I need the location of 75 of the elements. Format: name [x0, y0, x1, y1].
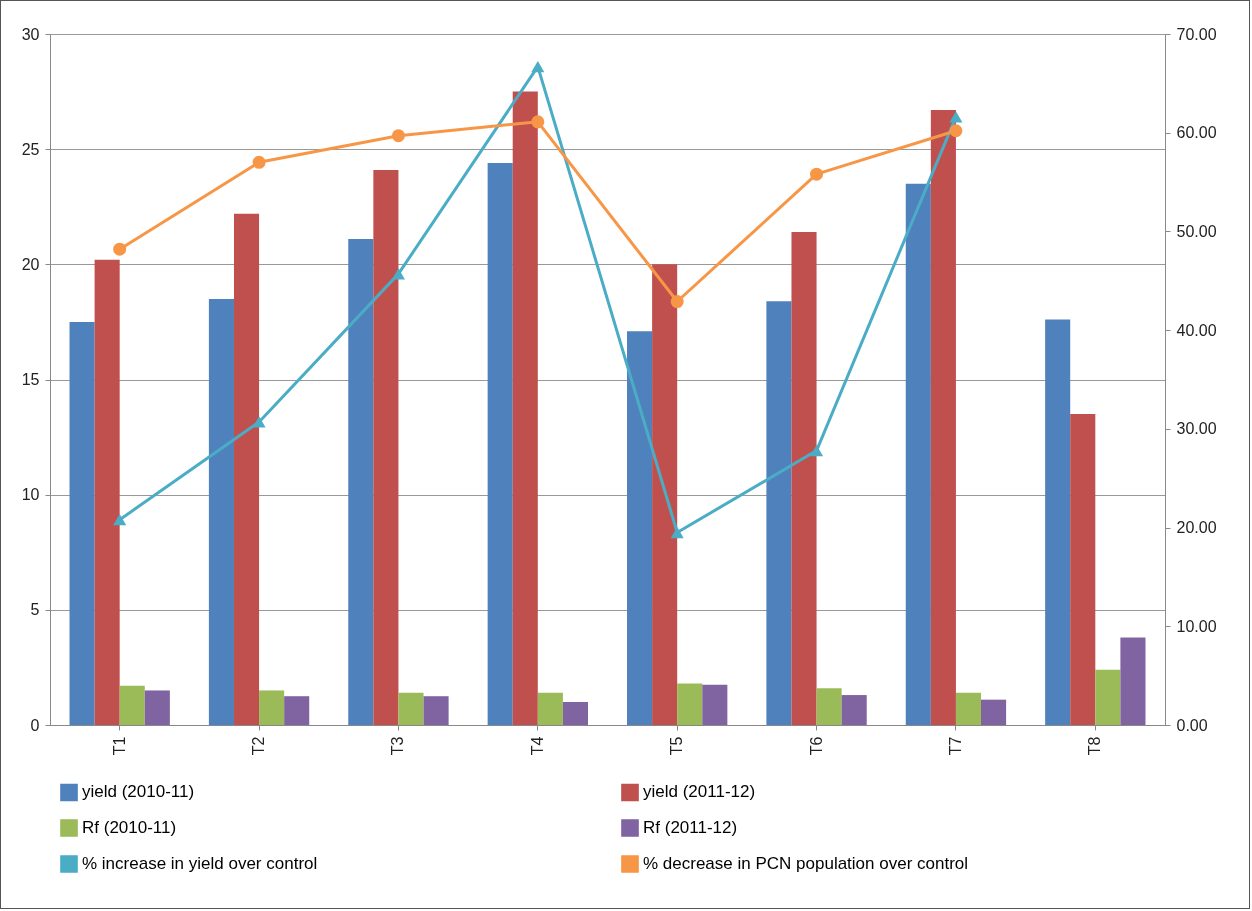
legend-label: Rf (2011-12) [643, 818, 738, 837]
point [670, 526, 684, 539]
point [949, 124, 963, 138]
bar [233, 213, 260, 725]
bar [677, 683, 703, 725]
bar [981, 699, 1007, 725]
bar [766, 301, 792, 725]
y2-tick-label: 20.00 [1176, 519, 1217, 537]
y2-tick-label: 0.00 [1176, 716, 1208, 734]
x-tick-label: T2 [250, 736, 268, 756]
bar [1070, 414, 1096, 725]
y-tick-label: 25 [21, 140, 40, 158]
point [810, 444, 824, 457]
y2-tick-label: 10.00 [1176, 617, 1217, 635]
point [949, 111, 963, 123]
x-tick-label: T8 [1086, 736, 1104, 756]
bar [373, 169, 399, 725]
point [252, 155, 266, 169]
x-tick-label: T6 [807, 736, 825, 756]
bar [1095, 669, 1121, 725]
point [113, 242, 127, 256]
bar [702, 684, 728, 725]
x-tick-label: T1 [110, 736, 128, 756]
x-tick-label: T3 [389, 736, 407, 756]
y-tick-label: 20 [21, 255, 40, 273]
bar [1120, 637, 1146, 725]
bar [423, 696, 449, 725]
bar [537, 692, 563, 725]
bar [119, 685, 145, 725]
legend-label: yield (2010-11) [82, 782, 195, 802]
y2-tick-label: 60.00 [1176, 124, 1217, 142]
bar [652, 264, 678, 725]
bar [208, 298, 234, 725]
y-tick-label: 15 [21, 371, 40, 388]
bar [1045, 319, 1071, 725]
point [391, 268, 405, 280]
bar [791, 232, 817, 725]
x-tick-label: T4 [528, 736, 546, 756]
bar [144, 690, 170, 725]
bar [562, 701, 588, 725]
bar [512, 91, 538, 725]
y2-tick-label: 30.00 [1176, 420, 1217, 438]
legend-label: yield (2011-12) [643, 782, 756, 802]
y2-tick-label: 50.00 [1176, 222, 1217, 240]
bar [816, 688, 842, 725]
point [391, 129, 405, 143]
legend-label: % decrease in PCN population over control [643, 854, 969, 873]
bar [930, 110, 956, 725]
legend-label: Rf (2010-11) [82, 818, 177, 837]
point [670, 295, 684, 309]
y2-tick-label: 40.00 [1176, 321, 1217, 339]
legend-label: % increase in yield over control [82, 854, 318, 873]
y-tick-label: 30 [21, 25, 40, 43]
bar [348, 239, 374, 725]
bar [398, 692, 424, 725]
point [531, 60, 545, 73]
bar [69, 321, 95, 725]
bar [259, 690, 285, 725]
y-tick-label: 0 [30, 716, 40, 734]
bar [841, 695, 867, 725]
point [252, 416, 266, 428]
bar [487, 162, 513, 725]
x-tick-label: T7 [946, 736, 964, 756]
y2-tick-label: 70.00 [1176, 25, 1217, 43]
bar [905, 183, 931, 725]
bar [627, 331, 653, 725]
y-tick-label: 5 [30, 601, 40, 619]
point [113, 514, 127, 526]
bar [955, 692, 982, 725]
point [531, 115, 545, 129]
bar [94, 259, 120, 725]
x-tick-label: T5 [668, 736, 686, 756]
y-tick-label: 10 [21, 486, 40, 504]
point [810, 167, 824, 181]
bar [284, 696, 310, 725]
